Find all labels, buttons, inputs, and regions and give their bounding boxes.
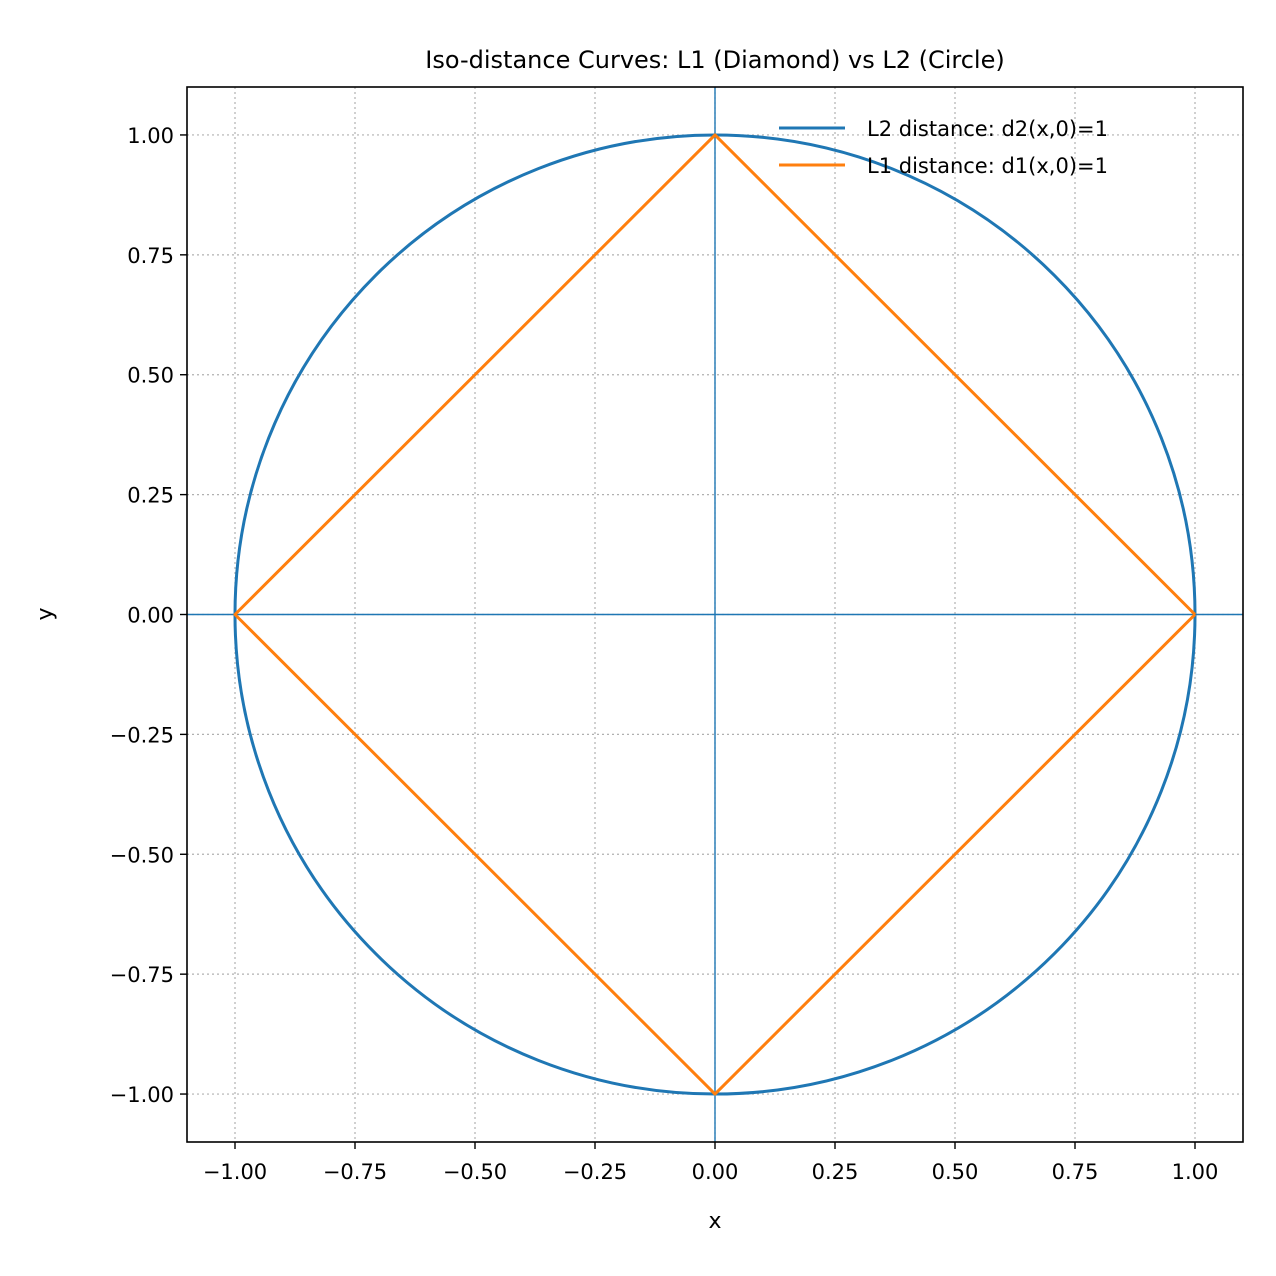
y-tick-label: −1.00: [110, 1083, 174, 1107]
axis-ticks: −1.00 −0.75 −0.50 −0.25 0.00 0.25 0.50 0.75 1.00…: [110, 124, 1219, 1184]
x-tick-label: 0.00: [692, 1160, 739, 1184]
y-tick-label: 0.00: [127, 604, 174, 628]
y-tick-label: −0.25: [110, 723, 174, 747]
x-tick-label: −1.00: [203, 1160, 267, 1184]
x-tick-label: −0.50: [443, 1160, 507, 1184]
legend: L2 distance: d2(x,0)=1 L1 distance: d1(x,…: [779, 117, 1108, 178]
series-l1-diamond: [233, 133, 1197, 1096]
x-tick-label: 1.00: [1172, 1160, 1219, 1184]
series-layer: [233, 133, 1197, 1096]
reference-lines: [187, 87, 1243, 1142]
x-tick-label: 0.75: [1052, 1160, 1099, 1184]
x-tick-label: 0.50: [932, 1160, 979, 1184]
legend-label: L1 distance: d1(x,0)=1: [867, 154, 1108, 178]
x-tick-label: −0.75: [323, 1160, 387, 1184]
y-tick-label: 0.75: [127, 244, 174, 268]
chart-title: Iso-distance Curves: L1 (Diamond) vs L2 …: [425, 46, 1004, 74]
x-tick-label: 0.25: [812, 1160, 859, 1184]
y-tick-label: −0.50: [110, 843, 174, 867]
y-tick-label: −0.75: [110, 963, 174, 987]
legend-label: L2 distance: d2(x,0)=1: [867, 117, 1108, 141]
y-tick-label: 0.50: [127, 364, 174, 388]
y-axis-label: y: [33, 607, 58, 620]
y-tick-label: 0.25: [127, 484, 174, 508]
x-axis-label: x: [708, 1209, 721, 1234]
y-tick-label: 1.00: [127, 124, 174, 148]
x-tick-label: −0.25: [563, 1160, 627, 1184]
